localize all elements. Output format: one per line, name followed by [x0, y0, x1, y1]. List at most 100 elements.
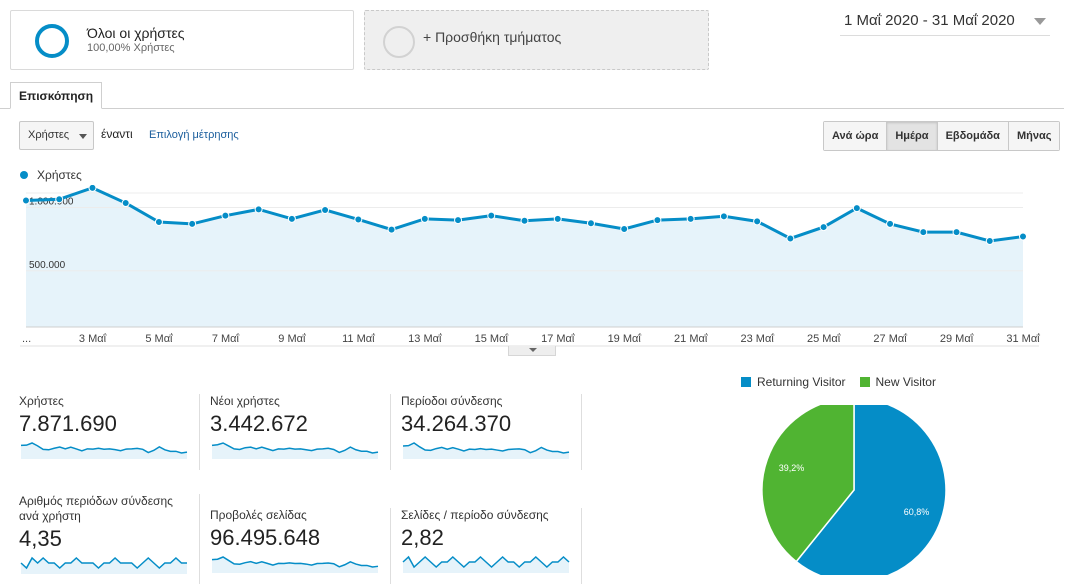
tabs-divider — [0, 108, 1064, 109]
chart-data-point — [553, 214, 562, 223]
chart-data-point — [753, 217, 762, 226]
chart-y-tick-label: 500.000 — [29, 260, 66, 271]
metric-select[interactable]: Χρήστες — [19, 121, 94, 150]
chart-x-tick-label: 15 Μαΐ — [475, 333, 509, 345]
stat-users[interactable]: Χρήστες 7.871.690 — [19, 394, 194, 474]
chart-data-point — [287, 214, 296, 223]
add-segment-button[interactable]: + Προσθήκη τμήματος — [364, 10, 709, 70]
stat-value: 4,35 — [19, 526, 62, 551]
add-segment-ring-icon — [383, 26, 415, 58]
stat-label: Προβολές σελίδας — [210, 508, 307, 522]
pie-slice — [795, 405, 947, 575]
chevron-down-icon — [1034, 18, 1046, 25]
stat-sparkline — [402, 442, 570, 459]
chart-data-point — [520, 216, 529, 225]
chart-x-tick-label: 7 Μαΐ — [212, 333, 240, 345]
pie-legend-returning[interactable]: Returning Visitor — [741, 375, 846, 389]
stat-pages-per-session[interactable]: Σελίδες / περίοδο σύνδεσης 2,82 — [401, 508, 576, 588]
time-button-month[interactable]: Μήνας — [1008, 122, 1060, 150]
tab-overview[interactable]: Επισκόπηση — [10, 82, 103, 109]
stat-value: 3.442.672 — [210, 411, 308, 436]
chart-data-point — [686, 214, 695, 223]
segment-subtitle: 100,00% Χρήστες — [87, 42, 175, 54]
legend-swatch — [859, 377, 870, 387]
chart-data-point — [852, 204, 861, 213]
chart-data-point — [454, 216, 463, 225]
chart-data-point — [387, 225, 396, 234]
stat-label: Περίοδοι σύνδεσης — [401, 394, 503, 408]
sparkline-line — [20, 556, 187, 570]
chart-data-point — [786, 234, 795, 243]
stat-new-users[interactable]: Νέοι χρήστες 3.442.672 — [210, 394, 385, 474]
chart-x-tick-label: 27 Μαΐ — [873, 333, 907, 345]
chart-x-tick-label: 11 Μαΐ — [342, 333, 375, 345]
stat-divider — [581, 508, 582, 584]
date-range-picker[interactable]: 1 Μαΐ 2020 - 31 Μαΐ 2020 — [840, 12, 1050, 36]
sparkline-area — [403, 443, 569, 459]
pie-legend-new[interactable]: New Visitor — [859, 375, 936, 389]
chart-data-point — [121, 199, 130, 208]
segment-ring-icon — [35, 24, 69, 58]
stat-pageviews[interactable]: Προβολές σελίδας 96.495.648 — [210, 508, 385, 588]
stat-value: 34.264.370 — [401, 411, 512, 436]
chart-data-point — [22, 196, 30, 205]
date-range-label: 1 Μαΐ 2020 - 31 Μαΐ 2020 — [844, 12, 1015, 29]
sparkline-line — [402, 442, 570, 454]
stat-sparkline — [211, 442, 379, 459]
chart-expand-handle[interactable] — [508, 346, 556, 356]
chart-data-point — [985, 236, 994, 245]
visitor-type-pie-chart[interactable]: 60,8% 39,2% — [759, 405, 949, 575]
chart-data-point — [719, 212, 728, 221]
time-button-hourly[interactable]: Ανά ώρα — [824, 122, 888, 150]
pie-legend-label: New Visitor — [875, 375, 936, 389]
chart-data-point — [1019, 232, 1027, 241]
chart-data-point — [620, 224, 629, 233]
stat-divider — [390, 394, 391, 470]
chart-data-point — [886, 219, 895, 228]
chart-data-point — [221, 211, 230, 220]
sparkline-area — [212, 443, 378, 459]
stat-label: Σελίδες / περίοδο σύνδεσης — [401, 508, 549, 522]
chart-x-tick-label: 31 Μαΐ — [1006, 333, 1040, 345]
users-area-chart[interactable]: 1.000.000 500.000... 3 Μαΐ 5 Μαΐ 7 Μαΐ 9 Μαΐ 1… — [16, 185, 1046, 347]
chart-data-point — [586, 219, 595, 228]
sparkline-area — [21, 558, 187, 574]
chart-x-tick-label: 5 Μαΐ — [145, 333, 173, 345]
stat-sparkline — [211, 556, 379, 573]
chart-data-point — [154, 218, 163, 227]
stat-sessions-per-user[interactable]: Αριθμός περιόδων σύνδεσης ανά χρήστη 4,3… — [19, 494, 194, 574]
chart-x-tick-label: 17 Μαΐ — [541, 333, 575, 345]
chevron-down-icon — [529, 348, 537, 352]
stat-value: 7.871.690 — [19, 411, 117, 436]
chart-x-tick-label: 25 Μαΐ — [807, 333, 841, 345]
stat-label: Νέοι χρήστες — [210, 394, 280, 408]
stat-value: 96.495.648 — [210, 525, 321, 550]
sparkline-line — [20, 442, 188, 454]
pie-slice-label: 39,2% — [779, 463, 805, 473]
stat-value: 2,82 — [401, 525, 444, 550]
choose-metric-link[interactable]: Επιλογή μέτρησης — [149, 129, 239, 141]
stat-divider — [199, 494, 200, 584]
sparkline-area — [403, 557, 569, 573]
time-button-day[interactable]: Ημέρα — [887, 122, 938, 150]
time-button-week[interactable]: Εβδομάδα — [937, 122, 1009, 150]
chart-data-point — [254, 205, 263, 214]
chart-x-tick-label: 3 Μαΐ — [79, 333, 107, 345]
stat-divider — [199, 394, 200, 470]
chart-data-point — [952, 228, 961, 237]
sparkline-area — [212, 557, 378, 573]
legend-label-users: Χρήστες — [37, 168, 82, 182]
stat-sparkline — [20, 556, 187, 574]
stat-sessions[interactable]: Περίοδοι σύνδεσης 34.264.370 — [401, 394, 576, 474]
segment-card-all-users[interactable]: Όλοι οι χρήστες 100,00% Χρήστες — [10, 10, 354, 70]
add-segment-label: + Προσθήκη τμήματος — [423, 29, 562, 45]
chart-data-point — [919, 228, 928, 237]
chart-data-point — [487, 211, 496, 220]
legend-dot-users — [20, 171, 28, 179]
chart-y-tick-label: 1.000.000 — [29, 197, 74, 208]
stat-sparkline — [20, 442, 188, 459]
chart-x-tick-label: 29 Μαΐ — [940, 333, 974, 345]
sparkline-area — [21, 443, 187, 459]
pie-legend: Returning Visitor New Visitor — [741, 375, 936, 389]
